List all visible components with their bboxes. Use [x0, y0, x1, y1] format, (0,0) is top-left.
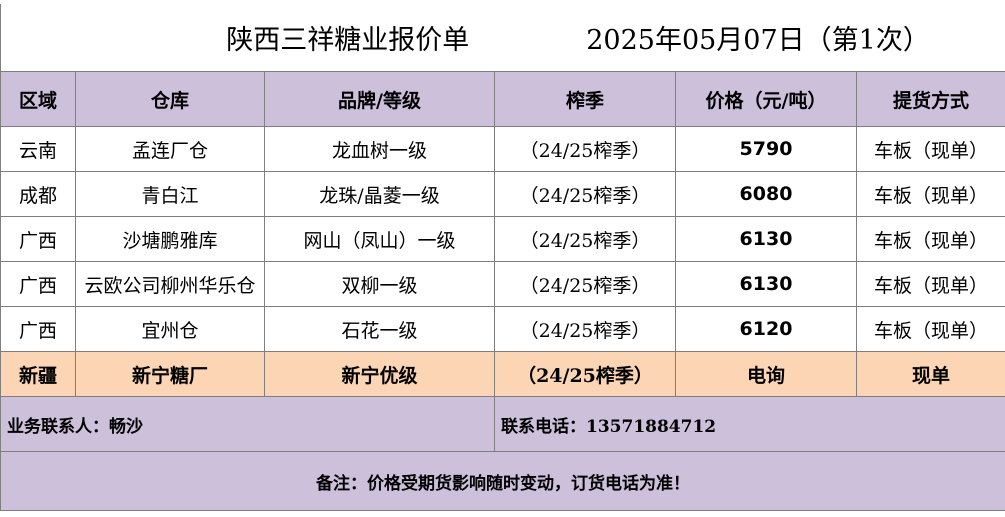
cell-season: （24/25榨季） [494, 306, 676, 352]
cell-brand: 龙珠/晶菱一级 [264, 171, 495, 217]
cell-season: （24/25榨季） [494, 351, 676, 397]
table-row: 云南 孟连厂仓 龙血树一级 （24/25榨季） 5790 车板（现单） [0, 126, 1005, 172]
cell-warehouse: 宜州仓 [75, 306, 265, 352]
header-brand: 品牌/等级 [264, 71, 495, 127]
cell-warehouse: 云欧公司柳州华乐仓 [75, 261, 265, 307]
table-row: 广西 云欧公司柳州华乐仓 双柳一级 （24/25榨季） 6130 车板（现单） [0, 261, 1005, 307]
cell-season: （24/25榨季） [494, 216, 676, 262]
cell-region: 成都 [0, 171, 76, 217]
header-season: 榨季 [494, 71, 676, 127]
cell-delivery: 车板（现单） [855, 126, 1005, 172]
cell-season: （24/25榨季） [494, 126, 676, 172]
price-quote-sheet: 陕西三祥糖业报价单 2025年05月07日（第1次） 区域 仓库 品牌/等级 榨季… [0, 4, 1005, 511]
cell-brand: 新宁优级 [264, 351, 495, 397]
table-row: 广西 沙塘鹏雅库 网山（凤山）一级 （24/25榨季） 6130 车板（现单） [0, 216, 1005, 262]
table-row-highlighted: 新疆 新宁糖厂 新宁优级 （24/25榨季） 电询 现单 [0, 351, 1005, 397]
header-price: 价格（元/吨） [675, 71, 857, 127]
cell-brand: 双柳一级 [264, 261, 495, 307]
cell-brand: 石花一级 [264, 306, 495, 352]
table-row: 成都 青白江 龙珠/晶菱一级 （24/25榨季） 6080 车板（现单） [0, 171, 1005, 217]
note-text: 备注：价格受期货影响随时变动，订货电话为准！ [0, 451, 1005, 511]
column-header-row: 区域 仓库 品牌/等级 榨季 价格（元/吨） 提货方式 [0, 71, 1005, 127]
cell-season: （24/25榨季） [494, 171, 676, 217]
header-warehouse: 仓库 [75, 71, 265, 127]
contact-row: 业务联系人：畅沙 联系电话：13571884712 [0, 396, 1005, 452]
cell-region: 广西 [0, 261, 76, 307]
cell-price: 6130 [675, 261, 857, 307]
cell-region: 广西 [0, 306, 76, 352]
cell-region: 新疆 [0, 351, 76, 397]
title-cell: 陕西三祥糖业报价单 2025年05月07日（第1次） [0, 4, 1005, 72]
sheet-title: 陕西三祥糖业报价单 [226, 25, 470, 56]
cell-warehouse: 沙塘鹏雅库 [75, 216, 265, 262]
header-delivery: 提货方式 [855, 71, 1005, 127]
title-row: 陕西三祥糖业报价单 2025年05月07日（第1次） [0, 4, 1005, 72]
cell-season: （24/25榨季） [494, 261, 676, 307]
cell-warehouse: 新宁糖厂 [75, 351, 265, 397]
cell-delivery: 车板（现单） [855, 261, 1005, 307]
cell-warehouse: 青白江 [75, 171, 265, 217]
contact-person: 业务联系人：畅沙 [0, 396, 495, 452]
quote-date: 2025年05月07日（第1次） [586, 25, 930, 56]
table-row: 广西 宜州仓 石花一级 （24/25榨季） 6120 车板（现单） [0, 306, 1005, 352]
cell-delivery: 车板（现单） [855, 171, 1005, 217]
cell-price: 6080 [675, 171, 857, 217]
cell-brand: 龙血树一级 [264, 126, 495, 172]
note-row: 备注：价格受期货影响随时变动，订货电话为准！ [0, 451, 1005, 511]
cell-region: 广西 [0, 216, 76, 262]
cell-delivery: 车板（现单） [855, 216, 1005, 262]
cell-price: 6120 [675, 306, 857, 352]
cell-region: 云南 [0, 126, 76, 172]
cell-warehouse: 孟连厂仓 [75, 126, 265, 172]
cell-price: 5790 [675, 126, 857, 172]
cell-price: 6130 [675, 216, 857, 262]
cell-delivery: 车板（现单） [855, 306, 1005, 352]
header-region: 区域 [0, 71, 76, 127]
cell-price: 电询 [675, 351, 857, 397]
cell-brand: 网山（凤山）一级 [264, 216, 495, 262]
contact-phone: 联系电话：13571884712 [493, 396, 1005, 452]
cell-delivery: 现单 [855, 351, 1005, 397]
